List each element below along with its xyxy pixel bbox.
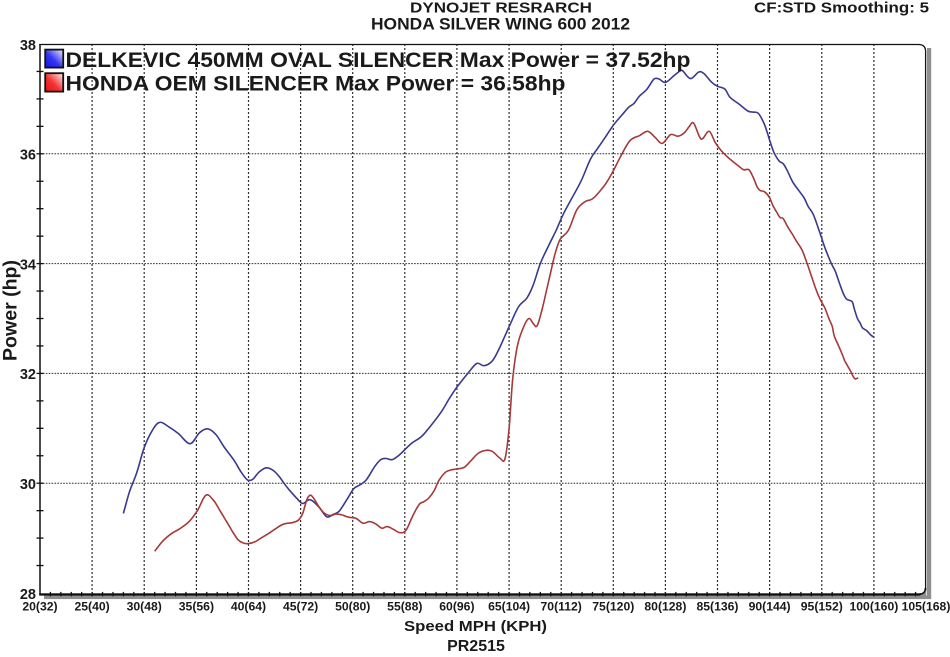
svg-text:45(72): 45(72)	[283, 599, 318, 613]
svg-text:105(168): 105(168)	[902, 599, 950, 613]
svg-text:Power (hp): Power (hp)	[0, 260, 21, 361]
svg-text:20(32): 20(32)	[22, 599, 57, 613]
svg-text:Speed MPH (KPH): Speed MPH (KPH)	[404, 619, 547, 635]
svg-text:32: 32	[20, 367, 36, 383]
svg-text:DYNOJET RESRARCH: DYNOJET RESRARCH	[410, 0, 592, 17]
svg-text:HONDA OEM SILENCER Max Power =: HONDA OEM SILENCER Max Power = 36.58hp	[66, 73, 566, 96]
svg-text:PR2515: PR2515	[447, 638, 505, 652]
svg-text:65(104): 65(104)	[488, 599, 530, 613]
svg-text:85(136): 85(136)	[696, 599, 738, 613]
svg-text:34: 34	[20, 257, 36, 273]
svg-text:80(128): 80(128)	[644, 599, 686, 613]
svg-text:60(96): 60(96)	[439, 599, 474, 613]
svg-text:28: 28	[20, 587, 36, 603]
svg-text:70(112): 70(112)	[541, 599, 582, 613]
svg-text:75(120): 75(120)	[592, 599, 634, 613]
svg-text:25(40): 25(40)	[74, 599, 109, 613]
svg-text:CF:STD Smoothing: 5: CF:STD Smoothing: 5	[754, 0, 929, 17]
svg-text:50(80): 50(80)	[335, 599, 370, 613]
svg-text:DELKEVIC 450MM OVAL SILENCER M: DELKEVIC 450MM OVAL SILENCER Max Power =…	[66, 49, 691, 72]
svg-text:90(144): 90(144)	[749, 599, 791, 613]
svg-text:100(160): 100(160)	[850, 599, 899, 613]
svg-text:55(88): 55(88)	[387, 599, 422, 613]
svg-text:30: 30	[20, 477, 36, 493]
svg-text:35(56): 35(56)	[179, 599, 214, 613]
svg-text:36: 36	[20, 148, 36, 164]
svg-text:30(48): 30(48)	[127, 599, 162, 613]
svg-text:38: 38	[20, 38, 36, 54]
svg-text:HONDA SILVER WING 600 2012: HONDA SILVER WING 600 2012	[371, 15, 630, 33]
svg-text:95(152): 95(152)	[801, 599, 843, 613]
svg-text:40(64): 40(64)	[231, 599, 266, 613]
